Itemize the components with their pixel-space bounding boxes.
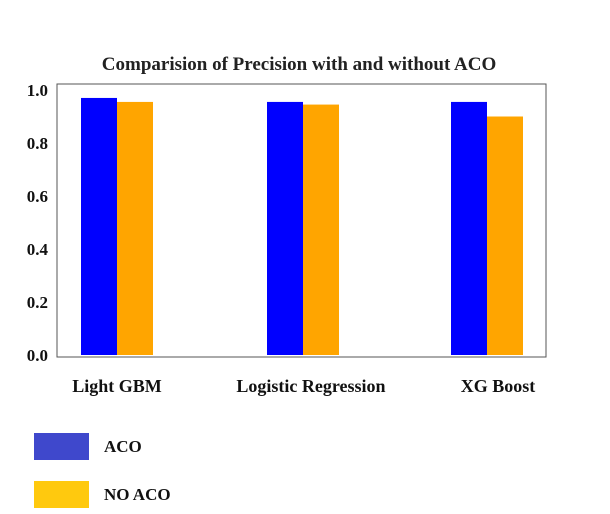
legend: ACO NO ACO <box>34 433 171 508</box>
chart-title: Comparision of Precision with and withou… <box>102 54 496 75</box>
legend-label: ACO <box>104 437 142 456</box>
y-tick-label: 0.8 <box>27 134 48 153</box>
plot-area-frame <box>56 83 547 358</box>
bar-no-aco-light-gbm <box>117 101 153 355</box>
y-tick-label: 0.6 <box>27 187 48 206</box>
y-tick-label: 1.0 <box>27 81 48 100</box>
bar-aco-logistic-regression <box>267 101 303 355</box>
x-category-label: XG Boost <box>461 376 536 396</box>
x-category-label: Logistic Regression <box>236 376 385 396</box>
bar-no-aco-logistic-regression <box>303 104 339 355</box>
y-axis-ticks: 0.0 0.2 0.4 0.6 0.8 1.0 <box>27 81 49 365</box>
y-tick-label: 0.0 <box>27 346 48 365</box>
y-tick-label: 0.2 <box>27 293 48 312</box>
bar-aco-xg-boost <box>451 101 487 355</box>
x-category-label: Light GBM <box>72 376 162 396</box>
legend-swatch <box>34 433 89 460</box>
bars-group <box>81 97 523 355</box>
legend-label: NO ACO <box>104 485 171 504</box>
bar-no-aco-xg-boost <box>487 116 523 355</box>
legend-swatch <box>34 481 89 508</box>
x-axis-categories: Light GBM Logistic Regression XG Boost <box>72 376 535 396</box>
bar-aco-light-gbm <box>81 97 117 355</box>
y-tick-label: 0.4 <box>27 240 49 259</box>
